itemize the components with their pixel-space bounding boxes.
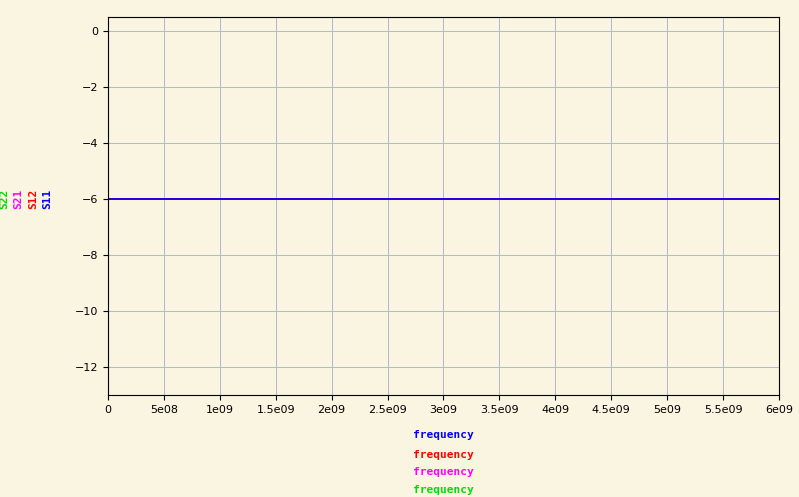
Text: S12: S12 — [28, 189, 38, 209]
Text: S21: S21 — [14, 189, 23, 209]
Text: frequency: frequency — [413, 467, 474, 477]
Text: frequency: frequency — [413, 450, 474, 460]
Text: frequency: frequency — [413, 430, 474, 440]
Text: S22: S22 — [0, 189, 9, 209]
Text: S11: S11 — [42, 189, 52, 209]
Text: frequency: frequency — [413, 485, 474, 495]
